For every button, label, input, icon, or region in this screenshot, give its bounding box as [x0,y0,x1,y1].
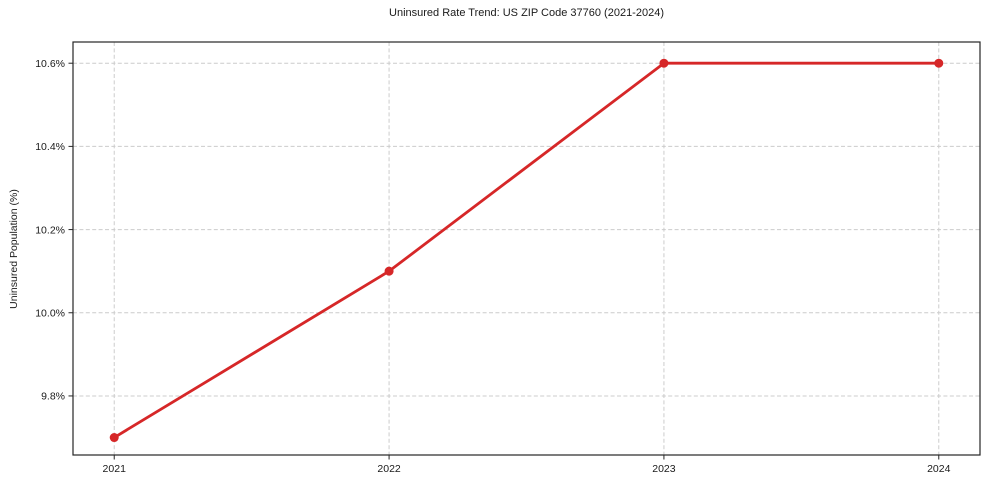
trend-line [112,61,941,439]
chart-title: Uninsured Rate Trend: US ZIP Code 37760 … [389,7,664,19]
plot-frame [72,41,981,456]
x-tick-label: 2021 [103,463,127,475]
y-tick-label: 9.8% [41,391,65,403]
x-tick-label: 2024 [927,463,951,475]
y-tick-label: 10.4% [35,141,65,153]
data-point [659,58,669,68]
x-tick-label: 2023 [652,463,676,475]
data-point [109,433,119,443]
y-tick-label: 10.0% [35,307,65,319]
y-tick-label: 10.6% [35,58,65,70]
data-point [934,58,944,68]
data-point [384,266,394,276]
x-tick-label: 2022 [377,463,401,475]
y-tick-label: 10.2% [35,224,65,236]
